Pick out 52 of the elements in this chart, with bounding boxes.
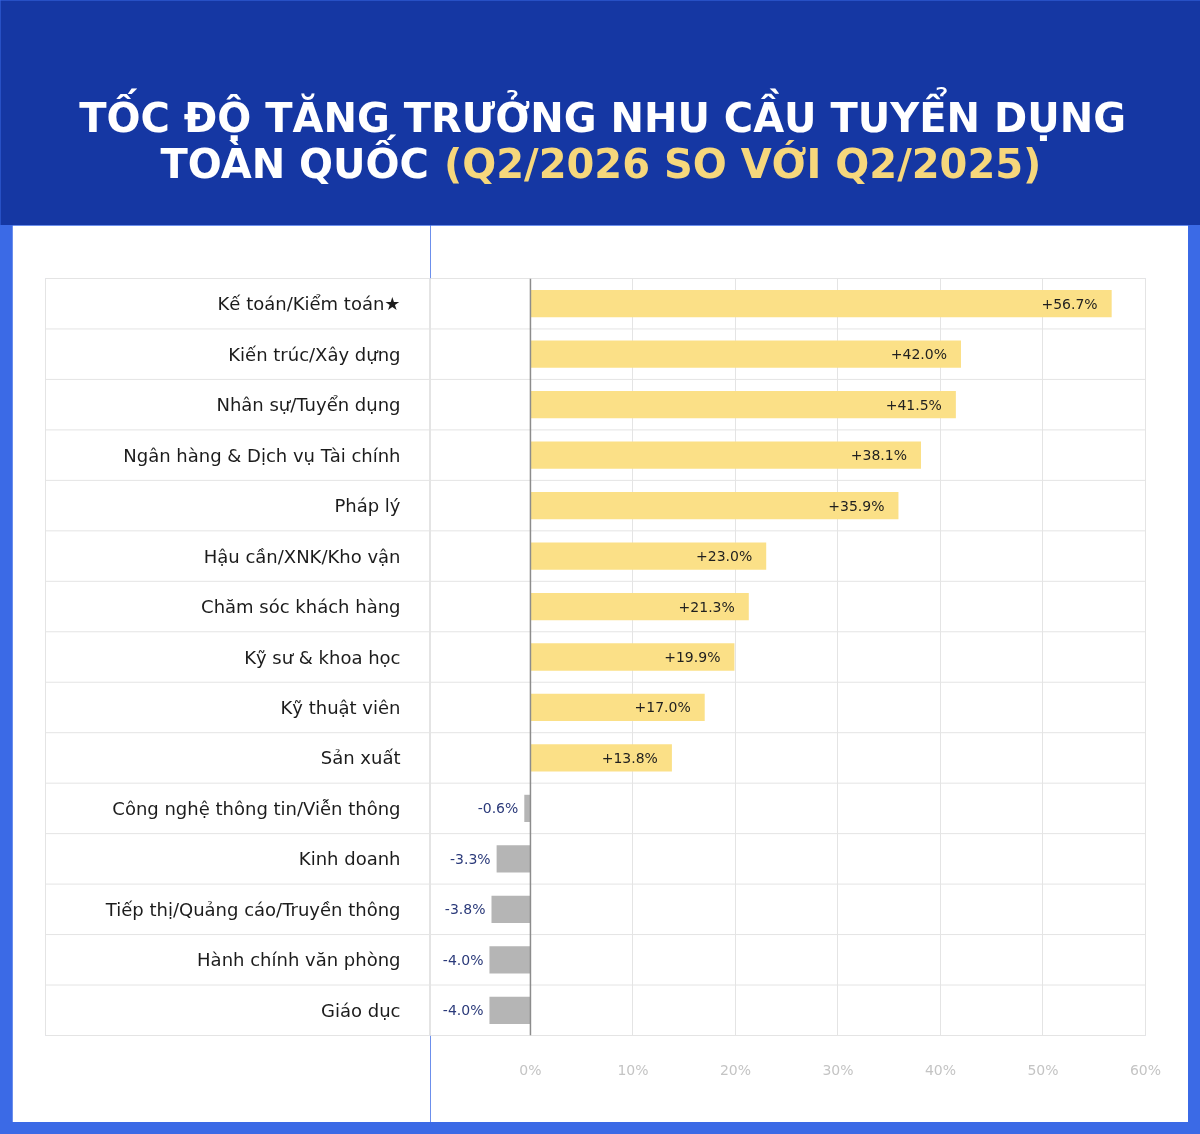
x-tick-label: 40% <box>924 1061 957 1078</box>
data-label: -4.0% <box>442 1002 484 1019</box>
bar <box>530 542 767 570</box>
data-label: +56.7% <box>1041 295 1098 312</box>
bar <box>530 340 961 368</box>
y-tick-label: Hậu cần/XNK/Kho vận <box>203 545 401 567</box>
x-tick-label: 10% <box>617 1061 649 1078</box>
y-tick-label: Công nghệ thông tin/Viễn thông <box>112 797 401 819</box>
bar <box>530 592 749 621</box>
data-label: +38.1% <box>850 447 908 464</box>
data-label: +13.8% <box>601 749 658 766</box>
y-tick-label: Hành chính văn phòng <box>197 949 401 971</box>
bar <box>530 441 922 469</box>
data-label: +19.9% <box>664 649 721 665</box>
bar <box>530 744 672 772</box>
bar <box>496 845 531 873</box>
x-tick-label: 50% <box>1027 1061 1059 1078</box>
y-tick-label: Kỹ sư & khoa học <box>244 646 401 668</box>
y-tick-label: Kỹ thuật viên <box>280 696 401 718</box>
y-tick-label: Pháp lý <box>334 495 401 517</box>
y-tick-label: Kế toán/Kiểm toán★ <box>217 293 401 315</box>
y-tick-label: Kiến trúc/Xây dựng <box>228 343 401 365</box>
x-tick-label: 60% <box>1129 1061 1162 1078</box>
data-label: -3.3% <box>450 850 491 867</box>
data-label: +41.5% <box>885 396 942 413</box>
y-tick-label: Chăm sóc khách hàng <box>201 596 401 618</box>
y-tick-label: Tiếp thị/Quảng cáo/Truyền thông <box>104 898 401 920</box>
data-label: -0.6% <box>477 800 519 817</box>
bar <box>530 643 735 671</box>
bar <box>530 693 705 722</box>
bar <box>530 290 1112 318</box>
x-tick-label: 20% <box>719 1061 752 1078</box>
x-tick-label: 0% <box>519 1061 542 1078</box>
bar <box>530 491 899 520</box>
y-tick-label: Giáo dục <box>321 999 401 1021</box>
y-tick-label: Kinh doanh <box>298 848 401 870</box>
bar <box>524 794 531 823</box>
y-tick-label: Ngân hàng & Dịch vụ Tài chính <box>123 444 401 466</box>
bar <box>489 946 531 974</box>
bar <box>491 895 531 923</box>
data-label: +23.0% <box>696 548 753 565</box>
y-tick-label: Nhân sự/Tuyển dụng <box>216 394 401 416</box>
data-label: +21.3% <box>678 598 735 615</box>
data-label: -3.8% <box>444 901 486 918</box>
x-tick-label: 30% <box>822 1061 854 1078</box>
data-label: +42.0% <box>890 346 947 363</box>
data-label: +35.9% <box>828 497 885 514</box>
bar <box>530 391 956 419</box>
y-tick-label: Sản xuất <box>320 747 401 769</box>
data-label: -4.0% <box>442 951 484 968</box>
bar <box>489 996 531 1024</box>
data-label: +17.0% <box>634 699 691 716</box>
